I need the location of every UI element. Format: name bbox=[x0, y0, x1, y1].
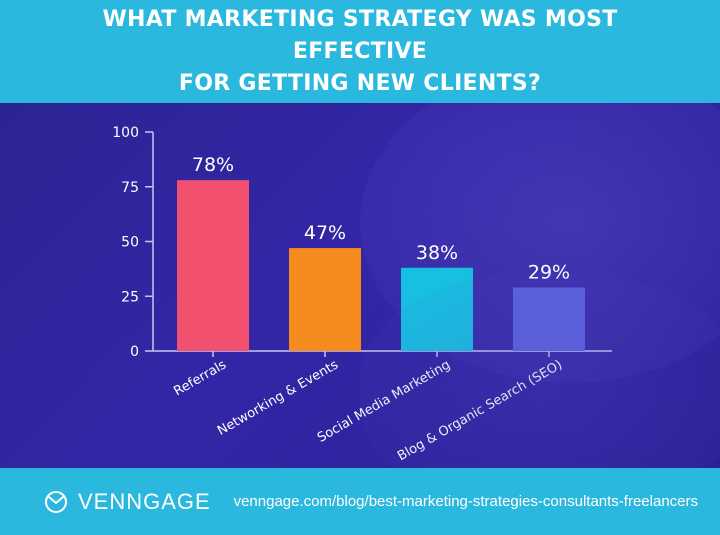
bar bbox=[177, 180, 249, 351]
brand-name: VENNGAGE bbox=[78, 488, 211, 514]
chart-area: 0 25 50 75 100 78% Referrals 47% Networking & Ev… bbox=[0, 103, 720, 468]
source-link[interactable]: venngage.com/blog/best-marketing-strateg… bbox=[233, 493, 698, 510]
y-tick-label: 50 bbox=[121, 235, 139, 251]
data-label: 78% bbox=[192, 154, 234, 176]
footer-banner: VENNGAGE venngage.com/blog/best-marketin… bbox=[0, 468, 720, 535]
data-label: 38% bbox=[416, 242, 458, 264]
category-label: Networking & Events bbox=[215, 357, 341, 439]
category-label: Blog & Organic Search (SEO) bbox=[395, 357, 565, 464]
y-tick-label: 100 bbox=[112, 125, 139, 141]
bar bbox=[513, 287, 585, 351]
brand: VENNGAGE bbox=[44, 468, 211, 535]
bar bbox=[289, 248, 361, 351]
y-tick-label: 75 bbox=[121, 180, 139, 196]
y-tick-label: 25 bbox=[121, 289, 139, 305]
venngage-logo-icon bbox=[45, 490, 67, 513]
chart-title-line-2: FOR GETTING NEW CLIENTS? bbox=[178, 70, 542, 96]
bar-chart: 0 25 50 75 100 78% Referrals 47% Networking & Ev… bbox=[112, 125, 612, 464]
title-banner: WHAT MARKETING STRATEGY WAS MOST EFFECTI… bbox=[0, 0, 720, 103]
bar bbox=[401, 267, 473, 351]
data-label: 47% bbox=[304, 222, 346, 244]
data-label: 29% bbox=[528, 261, 570, 283]
y-tick-label: 0 bbox=[130, 344, 139, 360]
chart-title: WHAT MARKETING STRATEGY WAS MOST EFFECTI… bbox=[40, 4, 680, 100]
category-label: Referrals bbox=[171, 357, 229, 399]
chart-title-line-1: WHAT MARKETING STRATEGY WAS MOST EFFECTI… bbox=[102, 6, 618, 64]
